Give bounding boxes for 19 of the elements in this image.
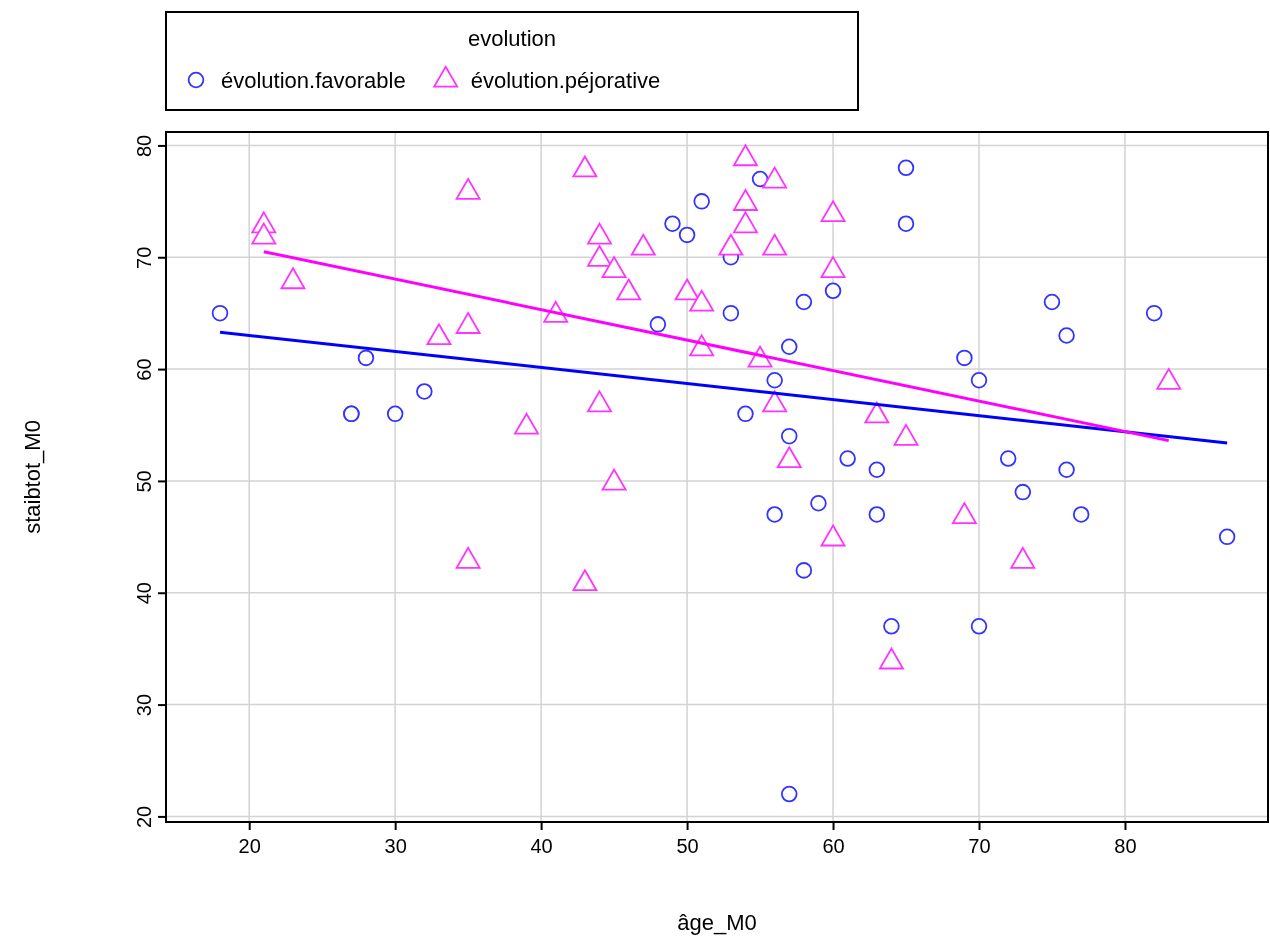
y-tick-label: 60 [133, 358, 155, 381]
y-tick-label: 70 [133, 246, 155, 269]
y-tick-label: 50 [133, 470, 155, 493]
y-tick-label: 20 [133, 805, 155, 829]
y-tick-label: 30 [133, 693, 155, 717]
x-tick-label: 20 [238, 835, 261, 857]
legend-title: evolution [467, 26, 557, 51]
y-tick-label: 40 [133, 582, 155, 605]
x-tick-label: 50 [676, 835, 699, 857]
x-tick-label: 30 [384, 835, 407, 857]
y-axis-title: staibtot_M0 [20, 420, 45, 534]
x-tick-label: 80 [1114, 835, 1137, 857]
x-tick-label: 40 [530, 835, 553, 857]
x-tick-label: 60 [822, 835, 845, 857]
x-axis-title: âge_M0 [677, 910, 757, 935]
x-tick-label: 70 [968, 835, 991, 857]
y-tick-label: 80 [133, 134, 155, 158]
legend-label: évolution.favorable [221, 68, 406, 93]
legend-label: évolution.péjorative [470, 68, 661, 93]
